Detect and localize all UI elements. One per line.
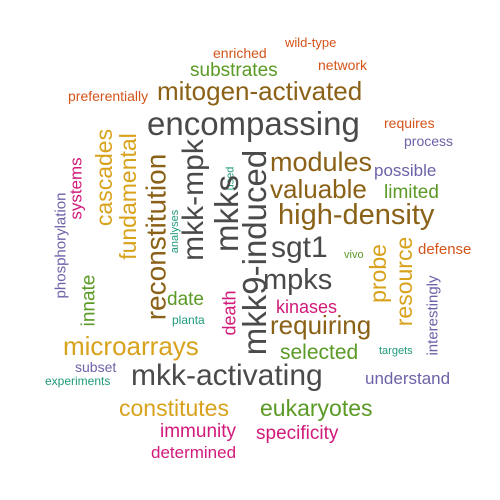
word-innate: innate xyxy=(78,274,100,326)
word-substrates: substrates xyxy=(190,60,278,81)
word-requiring: requiring xyxy=(270,310,372,340)
word-process: process xyxy=(404,133,454,149)
word-mkk9-induced: mkk9-induced xyxy=(235,149,273,355)
word-encompassing: encompassing xyxy=(147,105,360,142)
word-subset: subset xyxy=(75,359,117,375)
word-reconstitution: reconstitution xyxy=(139,153,171,321)
word-understand: understand xyxy=(365,369,451,388)
word-mitogen-activated: mitogen-activated xyxy=(157,76,363,106)
word-vivo: vivo xyxy=(344,249,364,261)
word-high-density: high-density xyxy=(278,199,435,231)
word-preferentially: preferentially xyxy=(68,88,149,104)
word-modules: modules xyxy=(270,147,373,177)
word-mpks: mpks xyxy=(263,264,333,296)
word-requires: requires xyxy=(384,115,435,131)
word-resource: resource xyxy=(390,236,417,326)
word-systems: systems xyxy=(66,156,86,220)
word-network: network xyxy=(318,57,368,73)
word-death: death xyxy=(219,290,240,336)
word-date: date xyxy=(167,289,204,310)
word-planta: planta xyxy=(172,313,205,327)
word-possible: possible xyxy=(374,161,437,180)
word-limited: limited xyxy=(384,182,439,203)
word-eukaryotes: eukaryotes xyxy=(260,395,373,421)
word-selected: selected xyxy=(280,341,359,364)
word-fundamental: fundamental xyxy=(114,132,141,260)
word-cascades: cascades xyxy=(90,128,117,226)
word-specificity: specificity xyxy=(256,423,339,444)
word-sgt1: sgt1 xyxy=(271,231,328,264)
word-targets: targets xyxy=(379,345,413,357)
word-enriched: enriched xyxy=(213,45,267,61)
word-mkk-activating: mkk-activating xyxy=(131,359,323,392)
word-constitutes: constitutes xyxy=(119,395,229,421)
word-wild-type: wild-type xyxy=(285,35,337,50)
word-immunity: immunity xyxy=(160,421,237,442)
word-mkk-mpk: mkk-mpk xyxy=(176,139,210,261)
word-determined: determined xyxy=(151,443,237,462)
word-kinases: kinases xyxy=(276,297,338,317)
word-valuable: valuable xyxy=(270,174,367,204)
word-defense: defense xyxy=(418,241,472,258)
word-probe: probe xyxy=(364,243,391,303)
word-microarrays: microarrays xyxy=(63,331,199,361)
word-interestingly: interestingly xyxy=(424,274,442,356)
word-experiments: experiments xyxy=(45,374,111,388)
